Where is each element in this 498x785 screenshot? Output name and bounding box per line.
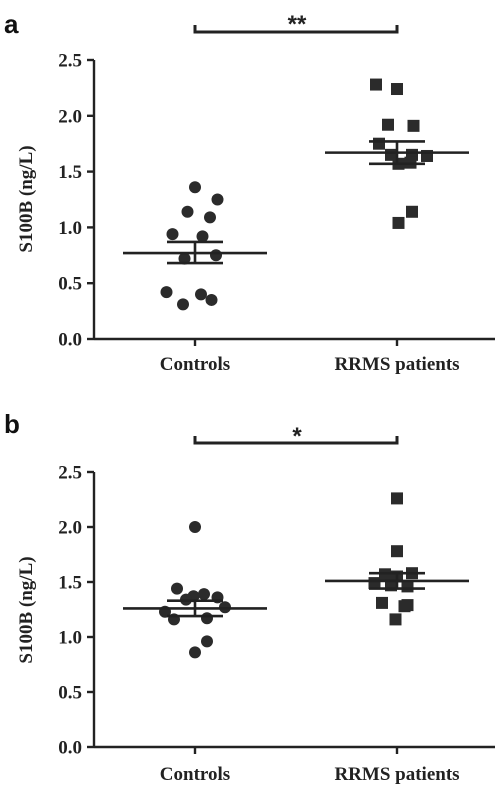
panel-a-significance: ** — [288, 11, 307, 38]
panel-b-y-tick-label: 1.5 — [58, 573, 82, 594]
panel-a-y-tick-label: 0.0 — [58, 330, 82, 351]
panel-a-controls-point — [178, 252, 191, 265]
panel-a-rrms-point — [370, 78, 382, 91]
panel-a-y-tick-label: 0.5 — [58, 274, 82, 295]
panel-b-y-tick-label: 0.5 — [58, 683, 82, 704]
panel-a-controls-point — [160, 286, 173, 299]
panel-b-y-tick-label: 1.0 — [58, 628, 82, 649]
panel-a-plot: 0.0 0.5 1.0 1.5 2.0 2.5 — [58, 25, 495, 351]
panel-a-y-tick-label: 2.0 — [58, 106, 82, 127]
panel-b-rrms-point — [398, 600, 411, 613]
panel-a-y-tick-label: 1.0 — [58, 218, 82, 239]
panel-b-controls-point — [201, 635, 213, 648]
panel-b-controls-point — [189, 646, 201, 659]
panel-a-category-controls: Controls — [160, 354, 230, 375]
panel-b-rrms-point — [389, 613, 402, 626]
panel-b-rrms-point — [391, 492, 403, 505]
panel-a-letter: a — [4, 9, 19, 39]
panel-b-category-controls: Controls — [160, 764, 230, 785]
panel-a-controls-point — [189, 181, 201, 194]
panel-a-rrms-point — [406, 205, 418, 218]
panel-b-significance-bracket — [193, 436, 399, 445]
panel-b-y-tick-label: 0.0 — [58, 738, 82, 759]
panel-a-controls-point — [196, 230, 209, 243]
panel-a-controls-point — [195, 288, 207, 301]
panel-b-y-tick-label: 2.0 — [58, 518, 82, 539]
panel-a-category-rrms: RRMS patients — [334, 354, 459, 375]
panel-b-rrms-point — [391, 545, 403, 558]
panel-a-rrms-point — [382, 118, 394, 131]
panel-b-plot: 0.0 0.5 1.0 1.5 2.0 2.5 — [58, 436, 495, 759]
panel-a-controls-point — [210, 249, 222, 262]
panel-a-rrms-point — [391, 83, 403, 96]
panel-b-controls-point — [171, 582, 183, 595]
panel-a-rrms-point — [392, 216, 405, 229]
panel-a-controls-point — [181, 205, 194, 218]
panel-a-controls-point — [204, 211, 216, 224]
panel-b-ylabel: S100B (ng/L) — [16, 556, 37, 663]
panel-b-controls-point — [198, 588, 210, 601]
panel-a-y-tick-label: 2.5 — [58, 51, 82, 72]
panel-a-controls-point — [205, 293, 218, 306]
panel-a-controls-point — [166, 228, 179, 241]
panel-b-controls-point — [201, 612, 213, 625]
panel-b-controls-point — [189, 521, 201, 533]
panel-a-controls-point — [177, 298, 189, 311]
panel-a-controls-point — [211, 193, 224, 206]
panel-b-category-rrms: RRMS patients — [334, 764, 459, 785]
panel-b-letter: b — [4, 409, 20, 439]
panel-a-y-tick-label: 1.5 — [58, 162, 82, 183]
panel-b-y-tick-label: 2.5 — [58, 463, 82, 484]
panel-a-ylabel: S100B (ng/L) — [16, 145, 37, 252]
panel-a-rrms-point — [373, 137, 385, 150]
panel-a-rrms-point — [407, 119, 420, 132]
panel-b: b S100B (ng/L) * Controls RRMS patients … — [4, 409, 495, 785]
panel-a-significance-bracket — [193, 25, 399, 34]
panel-b-significance: * — [292, 423, 302, 450]
panel-b-rrms-point — [376, 596, 388, 609]
panel-a: a S100B (ng/L) ** Controls RRMS patients… — [4, 9, 495, 375]
